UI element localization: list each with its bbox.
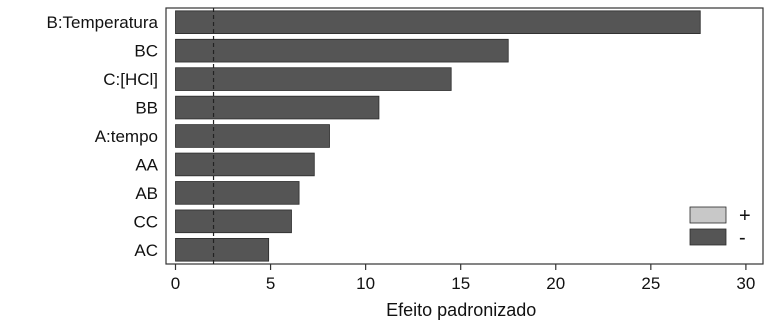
bar-cc (175, 209, 292, 234)
x-tick-label: 15 (451, 274, 470, 293)
bar-a-tempo (175, 124, 330, 148)
category-label: BC (134, 42, 158, 61)
legend-swatch (689, 206, 727, 224)
category-label: CC (133, 212, 158, 231)
bar-b-temperatura (175, 10, 701, 35)
bar-bb (175, 95, 380, 120)
bars-layer (175, 10, 701, 262)
legend-swatch (689, 228, 727, 246)
x-axis-title: Efeito padronizado (386, 300, 536, 320)
legend-label: - (739, 227, 746, 249)
category-label: BB (135, 99, 158, 118)
bar-ab (175, 181, 300, 205)
category-label: AC (134, 241, 158, 260)
x-tick-label: 5 (266, 274, 275, 293)
bar-aa (175, 152, 315, 177)
x-tick-label: 0 (171, 274, 180, 293)
category-label: AB (135, 184, 158, 203)
bar-ac (175, 237, 270, 262)
category-label: AA (135, 155, 158, 174)
category-label: B:Temperatura (47, 13, 159, 32)
legend: +- (689, 205, 751, 249)
bar-bc (175, 38, 509, 63)
plot-frame (165, 7, 764, 265)
category-label: A:tempo (95, 127, 158, 146)
x-tick-label: 25 (641, 274, 660, 293)
x-tick-label: 10 (356, 274, 375, 293)
x-tick-label: 30 (736, 274, 755, 293)
bar-c-hcl (175, 67, 452, 91)
x-axis: 0 5 10 15 20 25 30 (171, 264, 755, 293)
category-label: C:[HCl] (103, 70, 158, 89)
legend-label: + (739, 205, 751, 227)
category-labels: B:Temperatura BC C:[HCl] BB A:tempo AA AB CC AC (47, 13, 159, 260)
x-tick-label: 20 (546, 274, 565, 293)
